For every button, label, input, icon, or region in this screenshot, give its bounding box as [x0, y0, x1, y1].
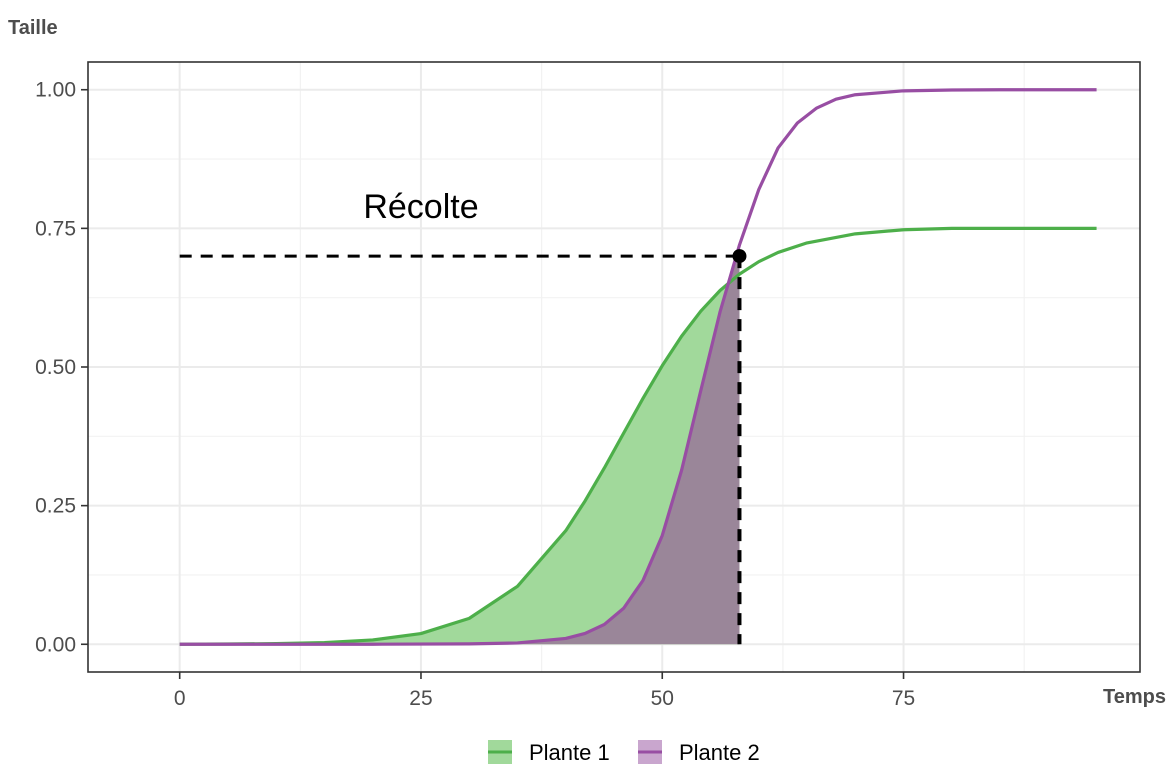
series-lines: [179, 88, 1097, 646]
x-tick-label: 75: [892, 687, 915, 710]
legend-item-plante-2: Plante 2: [638, 740, 760, 765]
line-plante-1: [179, 226, 1097, 646]
y-tick-label: 0.50: [35, 356, 76, 379]
y-tick-label: 1.00: [35, 79, 76, 102]
y-tick-label: 0.25: [35, 495, 76, 518]
y-axis-title: Taille: [8, 17, 58, 39]
harvest-point: [732, 249, 747, 264]
x-tick-label: 50: [651, 687, 674, 710]
harvest-annotation: Récolte: [363, 188, 478, 226]
line-plante-2: [179, 88, 1097, 646]
x-axis-title: Temps: [1103, 686, 1166, 708]
x-tick-label: 0: [174, 687, 186, 710]
area-plante-1: [179, 274, 740, 645]
legend-item-plante-1: Plante 1: [488, 740, 610, 765]
x-axis-ticks: 0 25 50 75: [174, 672, 915, 710]
legend-label-plante-2: Plante 2: [679, 740, 760, 765]
legend-label-plante-1: Plante 1: [529, 740, 610, 765]
legend: Plante 1 Plante 2: [488, 740, 760, 765]
shaded-areas: [179, 245, 740, 645]
y-axis-ticks: 0.00 0.25 0.50 0.75 1.00: [35, 79, 88, 656]
y-tick-label: 0.75: [35, 217, 76, 240]
area-plante-2: [179, 245, 740, 645]
harvest-markers: [179, 249, 747, 645]
y-tick-label: 0.00: [35, 633, 76, 656]
x-tick-label: 25: [409, 687, 432, 710]
